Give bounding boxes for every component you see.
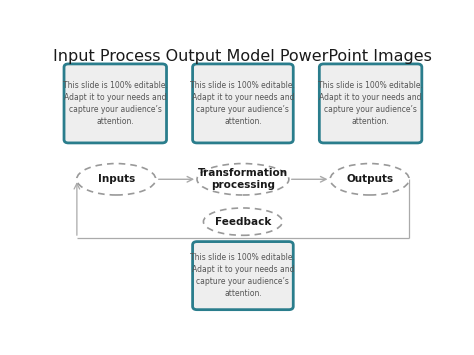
Text: This slide is 100% editable.
Adapt it to your needs and
capture your audience’s
: This slide is 100% editable. Adapt it to… — [191, 81, 295, 126]
Text: Inputs: Inputs — [98, 174, 135, 184]
FancyBboxPatch shape — [192, 64, 293, 143]
Text: Transformation
processing: Transformation processing — [198, 168, 288, 190]
Text: Outputs: Outputs — [346, 174, 393, 184]
Ellipse shape — [77, 164, 155, 195]
Ellipse shape — [197, 164, 289, 195]
Text: This slide is 100% editable.
Adapt it to your needs and
capture your audience’s
: This slide is 100% editable. Adapt it to… — [63, 81, 168, 126]
Text: This slide is 100% editable.
Adapt it to your needs and
capture your audience’s
: This slide is 100% editable. Adapt it to… — [191, 253, 295, 298]
Text: Input Process Output Model PowerPoint Images: Input Process Output Model PowerPoint Im… — [54, 49, 432, 65]
FancyBboxPatch shape — [319, 64, 422, 143]
Text: This slide is 100% editable.
Adapt it to your needs and
capture your audience’s
: This slide is 100% editable. Adapt it to… — [318, 81, 423, 126]
Text: Feedback: Feedback — [215, 217, 271, 226]
FancyBboxPatch shape — [192, 242, 293, 310]
Ellipse shape — [203, 208, 283, 235]
FancyBboxPatch shape — [64, 64, 166, 143]
Ellipse shape — [330, 164, 409, 195]
